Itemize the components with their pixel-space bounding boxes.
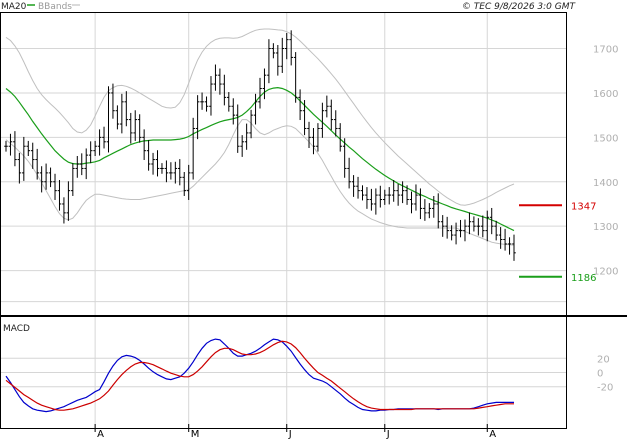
price-tick-label: 1700 [593, 45, 618, 56]
bband-upper-line [5, 28, 515, 206]
macd-tick-label: -20 [597, 383, 613, 394]
macd-axis: 20 0 -20 [597, 354, 613, 393]
bollinger-bands [5, 28, 515, 246]
price-panel-frame [0, 12, 567, 316]
price-tick-label: 1600 [593, 89, 618, 100]
month-label: A [489, 429, 496, 440]
legend-bbands: BBands [38, 2, 72, 12]
copyright-text: © TEC 9/8/2026 3:0 GMT [462, 2, 577, 12]
macd-title: MACD [3, 324, 30, 334]
macd-tick-label: 20 [597, 354, 610, 365]
bband-lower-line [5, 119, 515, 246]
month-label: J [288, 429, 292, 440]
price-levels: 1347 1186 [519, 201, 596, 284]
ohlc-bars [4, 30, 516, 261]
macd-grid [1, 317, 566, 428]
price-tick-label: 1400 [593, 178, 618, 189]
price-level-label: 1186 [571, 273, 596, 284]
price-grid [1, 13, 566, 315]
price-tick-label: 1200 [593, 267, 618, 278]
macd-lines [5, 338, 514, 413]
price-tick-label: 1300 [593, 222, 618, 233]
month-label: M [191, 429, 200, 440]
legend-ma20: MA20 [1, 2, 27, 12]
macd-tick-label: 0 [597, 369, 603, 380]
price-level-label: 1347 [571, 201, 596, 212]
signal-line [5, 340, 514, 411]
price-axis: 1200 1300 1400 1500 1600 1700 [593, 45, 618, 278]
month-label: A [97, 429, 104, 440]
month-label: J [386, 429, 390, 440]
price-tick-label: 1500 [593, 133, 618, 144]
